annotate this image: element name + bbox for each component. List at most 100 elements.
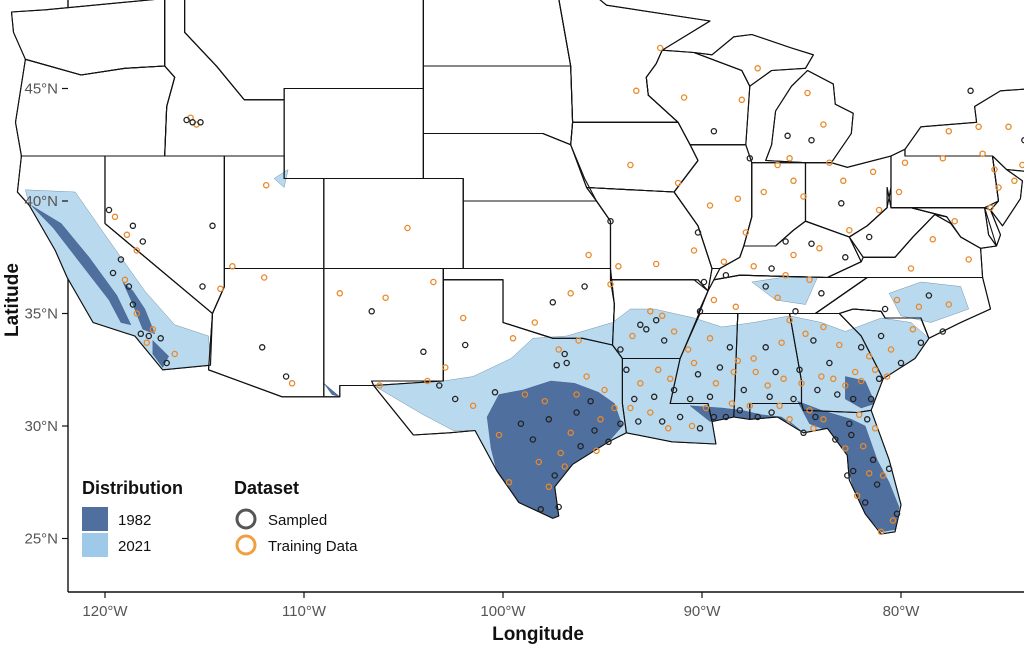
training-data-point	[509, 335, 517, 342]
sampled-point	[762, 283, 769, 290]
legend-label-sampled: Sampled	[268, 512, 327, 529]
training-data-point	[123, 231, 131, 239]
x-tick-label: 90°W	[684, 603, 722, 620]
sampled-point	[670, 386, 678, 394]
training-data-point	[143, 339, 151, 346]
training-data-point	[633, 87, 640, 95]
sampled-point	[863, 416, 871, 423]
training-data-point	[601, 386, 608, 394]
training-data-point	[585, 251, 592, 259]
training-data-point	[734, 357, 742, 365]
training-data-point	[382, 294, 389, 301]
sampled-point	[867, 395, 875, 403]
sampled-point	[1021, 136, 1024, 144]
training-data-point	[865, 470, 873, 477]
legend-label-1982: 1982	[118, 512, 151, 529]
training-data-point	[670, 328, 678, 335]
sampled-point	[710, 413, 718, 421]
sampled-point	[686, 395, 694, 403]
sampled-point	[754, 413, 761, 421]
sampled-point	[605, 438, 612, 446]
training-data-point	[404, 224, 411, 232]
training-data-point	[782, 271, 789, 279]
training-data-point	[680, 94, 688, 101]
training-data-point	[674, 179, 682, 187]
training-data-point	[889, 517, 897, 524]
sampled-point	[861, 499, 869, 506]
sampled-point	[893, 510, 901, 518]
training-data-point	[945, 301, 953, 308]
state-iowa	[570, 121, 699, 193]
training-data-point	[495, 431, 503, 439]
sampled-point	[808, 240, 815, 247]
training-data-point	[776, 402, 783, 410]
training-data-point	[430, 278, 437, 286]
training-data-point	[786, 155, 793, 162]
training-data-point	[975, 123, 982, 131]
training-data-point	[545, 483, 553, 491]
training-data-point	[627, 404, 634, 412]
training-data-point	[750, 355, 757, 362]
training-data-point	[738, 96, 746, 104]
sampled-point	[716, 364, 724, 371]
sampled-point	[563, 359, 570, 367]
training-data-point	[846, 226, 853, 234]
sampled-point	[199, 283, 206, 290]
training-data-point	[583, 373, 590, 380]
sampled-point	[834, 391, 841, 398]
sampled-point	[137, 330, 145, 338]
sampled-point	[897, 359, 905, 367]
training-data-point	[951, 217, 958, 225]
state-border-texas	[373, 279, 627, 519]
sampled-point	[700, 278, 708, 286]
training-data-point	[555, 346, 562, 353]
distribution-layer	[25, 169, 969, 534]
training-data-point	[780, 375, 787, 383]
training-data-point	[171, 350, 178, 358]
sampled-point	[800, 429, 807, 437]
training-data-point	[836, 341, 843, 349]
training-data-point	[786, 416, 793, 423]
training-data-point	[1011, 177, 1018, 185]
sampled-point	[796, 366, 803, 374]
training-data-point	[690, 247, 698, 254]
training-data-point	[820, 323, 827, 331]
training-data-point	[991, 166, 998, 173]
training-data-point	[656, 44, 664, 52]
training-data-point	[907, 265, 915, 272]
sampled-point	[163, 359, 170, 367]
x-tick-label: 110°W	[282, 603, 327, 620]
training-data-point	[647, 308, 654, 315]
training-data-point	[688, 422, 696, 430]
training-data-point	[627, 161, 634, 169]
training-data-point	[647, 409, 654, 416]
training-data-point	[987, 204, 994, 211]
sampled-point	[183, 116, 190, 124]
training-data-point	[442, 364, 449, 371]
state-kansas	[462, 200, 612, 270]
distribution-1982-region	[486, 380, 623, 519]
training-data-point	[875, 206, 883, 214]
sampled-point	[873, 481, 881, 488]
training-data-point	[712, 380, 720, 387]
x-tick-label: 120°W	[82, 603, 128, 620]
sampled-point	[157, 335, 164, 342]
sampled-point	[790, 395, 797, 403]
sampled-point	[881, 305, 889, 313]
sampled-point	[617, 346, 624, 353]
sampled-point	[189, 119, 196, 126]
sampled-point	[814, 386, 821, 394]
training-data-point	[658, 312, 666, 320]
training-data-point	[871, 366, 879, 374]
training-data-point	[121, 276, 129, 284]
training-data-point	[869, 168, 877, 176]
sampled-point	[652, 316, 660, 324]
sampled-point	[722, 413, 730, 421]
legend-marker-training	[235, 534, 257, 556]
training-data-point	[859, 442, 867, 450]
training-data-point	[893, 296, 901, 304]
training-data-point	[1019, 161, 1024, 169]
training-data-point	[288, 380, 296, 387]
sampled-point	[549, 299, 557, 306]
sampled-point	[517, 420, 525, 427]
